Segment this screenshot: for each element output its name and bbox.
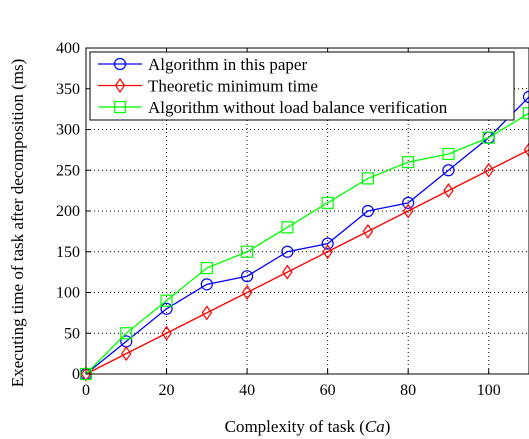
data-point (120, 327, 133, 340)
legend-label: Algorithm in this paper (148, 55, 307, 74)
data-point (282, 264, 293, 280)
data-point (442, 164, 455, 177)
legend-label: Algorithm without load balance verificat… (148, 98, 448, 117)
x-tick-label: 0 (82, 382, 90, 399)
data-point (402, 196, 415, 209)
data-point (200, 278, 213, 291)
x-axis-label: Complexity of task (Ca) (225, 417, 391, 436)
data-point (201, 305, 213, 321)
data-point (321, 237, 334, 250)
y-tick-label: 0 (72, 366, 80, 383)
data-point (483, 162, 494, 178)
data-point (523, 142, 529, 158)
x-tick-label: 80 (400, 382, 416, 399)
data-point (200, 261, 213, 275)
data-point (240, 270, 254, 283)
data-point (482, 131, 495, 144)
y-axis-label: Executing time of task after decompositi… (8, 59, 27, 388)
axis-ticks: 0 20 40 60 80 100 0 50 100 150 200 250 300 350 400 (56, 40, 501, 399)
data-point (361, 204, 375, 218)
data-point (522, 90, 529, 103)
data-point (161, 325, 172, 341)
data-point (160, 294, 173, 307)
y-tick-label: 100 (56, 285, 80, 302)
series-3 (79, 107, 529, 381)
data-point (241, 284, 253, 301)
data-point (121, 346, 132, 362)
x-tick-label: 60 (320, 382, 336, 399)
data-point (281, 245, 294, 258)
legend-marker (114, 77, 126, 94)
series-line (85, 112, 529, 375)
y-tick-label: 300 (56, 122, 80, 139)
legend-label: Theoretic minimum time (148, 77, 318, 96)
y-tick-label: 350 (56, 81, 80, 98)
legend: Algorithm in this paper Theoretic minimum… (89, 51, 515, 121)
x-tick-label: 20 (159, 382, 175, 399)
data-point (362, 223, 374, 239)
legend-marker (113, 100, 127, 114)
series-line (85, 96, 529, 375)
data-point (361, 172, 375, 185)
series-layer (79, 90, 529, 382)
data-point (281, 221, 294, 234)
y-tick-label: 50 (64, 325, 80, 342)
data-point (442, 147, 455, 161)
y-tick-label: 250 (56, 162, 80, 179)
data-point (402, 156, 415, 169)
y-tick-label: 150 (56, 244, 80, 261)
data-point (160, 302, 173, 315)
series-line (85, 149, 529, 375)
y-tick-label: 400 (56, 40, 80, 57)
series-1 (79, 90, 529, 381)
data-point (402, 203, 414, 219)
legend-marker (113, 57, 127, 71)
legend-box (89, 51, 515, 121)
data-point (522, 107, 529, 120)
data-point (321, 196, 334, 209)
data-point (240, 245, 254, 258)
data-point (443, 183, 454, 199)
series-2 (80, 142, 529, 382)
x-tick-label: 40 (239, 382, 255, 399)
y-tick-label: 200 (56, 203, 80, 220)
data-point (322, 244, 333, 260)
x-tick-label: 100 (477, 382, 501, 399)
